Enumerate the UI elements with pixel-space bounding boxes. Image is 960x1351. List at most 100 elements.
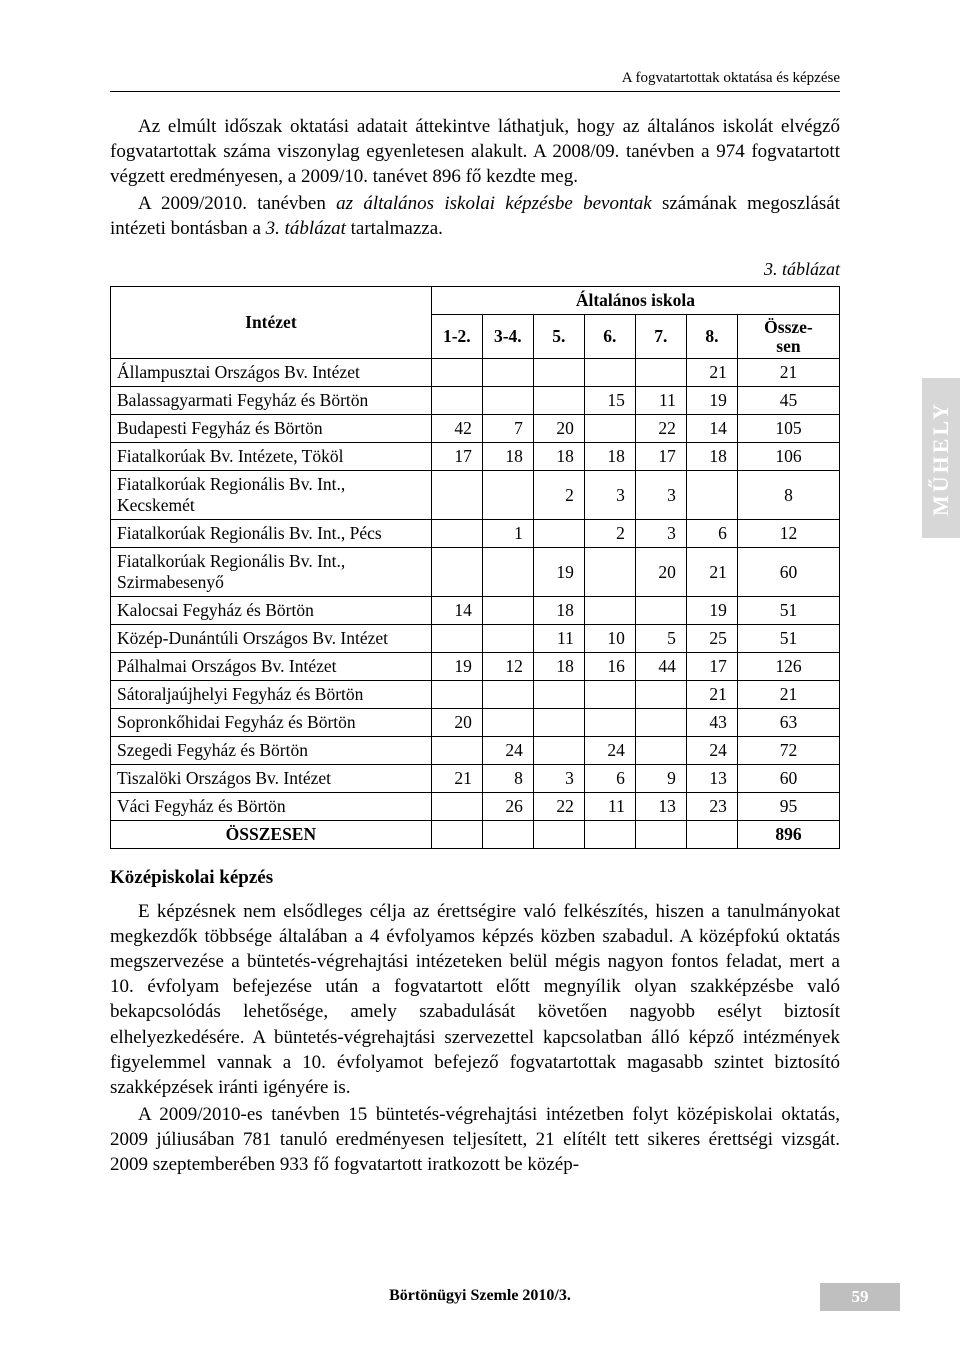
cell-value xyxy=(431,387,482,415)
th-col: 7. xyxy=(635,315,686,359)
cell-name: Kalocsai Fegyház és Börtön xyxy=(111,597,432,625)
table-row: Sátoraljaújhelyi Fegyház és Börtön2121 xyxy=(111,681,840,709)
cell-value: 18 xyxy=(686,443,737,471)
cell-value xyxy=(635,737,686,765)
cell-value xyxy=(584,597,635,625)
cell-value: 11 xyxy=(533,625,584,653)
paragraph-1a: Az elmúlt időszak oktatási adatait áttek… xyxy=(110,114,840,189)
cell-value: 21 xyxy=(686,359,737,387)
cell-value: 2 xyxy=(533,471,584,520)
paragraph-2a: E képzésnek nem elsődleges célja az éret… xyxy=(110,899,840,1100)
cell-value xyxy=(482,359,533,387)
p1b-tail: tartalmazza. xyxy=(346,218,443,239)
paragraph-1b: A 2009/2010. tanévben az általános iskol… xyxy=(110,191,840,241)
cell-empty xyxy=(533,821,584,849)
cell-value: 14 xyxy=(431,597,482,625)
cell-value: 72 xyxy=(737,737,839,765)
cell-value xyxy=(533,520,584,548)
cell-value xyxy=(482,597,533,625)
cell-empty xyxy=(584,821,635,849)
page-content: A fogvatartottak oktatása és képzése Az … xyxy=(110,70,840,1179)
table-row: Budapesti Fegyház és Börtön427202214105 xyxy=(111,415,840,443)
cell-value xyxy=(431,737,482,765)
data-table: IntézetÁltalános iskola1-2.3-4.5.6.7.8.Ö… xyxy=(110,286,840,849)
cell-value: 14 xyxy=(686,415,737,443)
cell-name: Szegedi Fegyház és Börtön xyxy=(111,737,432,765)
cell-name: Budapesti Fegyház és Börtön xyxy=(111,415,432,443)
cell-name: Sopronkőhidai Fegyház és Börtön xyxy=(111,709,432,737)
cell-value xyxy=(431,681,482,709)
cell-name: Fiatalkorúak Bv. Intézete, Tököl xyxy=(111,443,432,471)
cell-total-value: 896 xyxy=(737,821,839,849)
cell-value xyxy=(533,737,584,765)
cell-value xyxy=(431,359,482,387)
cell-value: 25 xyxy=(686,625,737,653)
cell-value: 51 xyxy=(737,625,839,653)
p1b-ital: az általános iskolai képzésbe bevontak xyxy=(336,193,652,214)
th-col: 3-4. xyxy=(482,315,533,359)
table-row: Kalocsai Fegyház és Börtön14181951 xyxy=(111,597,840,625)
table-row: Tiszalöki Országos Bv. Intézet2183691360 xyxy=(111,765,840,793)
cell-value: 24 xyxy=(686,737,737,765)
cell-value: 42 xyxy=(431,415,482,443)
cell-value: 13 xyxy=(635,793,686,821)
cell-value: 21 xyxy=(737,359,839,387)
page-footer: Börtönügyi Szemle 2010/3. 59 xyxy=(0,1283,960,1313)
cell-value: 22 xyxy=(635,415,686,443)
cell-value: 20 xyxy=(533,415,584,443)
paragraph-2b: A 2009/2010-es tanévben 15 büntetés-végr… xyxy=(110,1102,840,1177)
table-row: Szegedi Fegyház és Börtön24242472 xyxy=(111,737,840,765)
cell-value: 106 xyxy=(737,443,839,471)
cell-value: 17 xyxy=(635,443,686,471)
cell-value xyxy=(635,681,686,709)
cell-value: 20 xyxy=(431,709,482,737)
cell-empty xyxy=(431,821,482,849)
cell-value xyxy=(482,548,533,597)
cell-value: 9 xyxy=(635,765,686,793)
cell-value xyxy=(533,709,584,737)
cell-value xyxy=(482,681,533,709)
cell-name: Váci Fegyház és Börtön xyxy=(111,793,432,821)
cell-value: 1 xyxy=(482,520,533,548)
cell-value: 5 xyxy=(635,625,686,653)
cell-value: 17 xyxy=(686,653,737,681)
cell-value: 6 xyxy=(584,765,635,793)
cell-value xyxy=(635,597,686,625)
cell-value xyxy=(635,709,686,737)
p1b-lead: A 2009/2010. tanévben xyxy=(138,193,336,214)
cell-value: 12 xyxy=(482,653,533,681)
th-col: 8. xyxy=(686,315,737,359)
cell-value: 21 xyxy=(737,681,839,709)
running-head: A fogvatartottak oktatása és képzése xyxy=(110,70,840,92)
side-tab: MŰHELY xyxy=(922,378,960,538)
cell-value: 23 xyxy=(686,793,737,821)
side-tab-label: MŰHELY xyxy=(928,401,954,516)
cell-value: 20 xyxy=(635,548,686,597)
cell-value: 8 xyxy=(482,765,533,793)
cell-value: 18 xyxy=(533,653,584,681)
cell-value: 15 xyxy=(584,387,635,415)
cell-value xyxy=(431,520,482,548)
cell-value: 2 xyxy=(584,520,635,548)
cell-value: 21 xyxy=(686,548,737,597)
table-row: Balassagyarmati Fegyház és Börtön1511194… xyxy=(111,387,840,415)
cell-value: 60 xyxy=(737,765,839,793)
cell-value: 22 xyxy=(533,793,584,821)
table-row-total: ÖSSZESEN896 xyxy=(111,821,840,849)
cell-value: 19 xyxy=(431,653,482,681)
footer-page-number: 59 xyxy=(820,1283,900,1311)
cell-name: Fiatalkorúak Regionális Bv. Int., Szirma… xyxy=(111,548,432,597)
cell-value: 21 xyxy=(686,681,737,709)
table-row: Fiatalkorúak Regionális Bv. Int., Pécs12… xyxy=(111,520,840,548)
cell-value: 19 xyxy=(686,597,737,625)
cell-value: 13 xyxy=(686,765,737,793)
cell-value: 105 xyxy=(737,415,839,443)
cell-name: Fiatalkorúak Regionális Bv. Int., Pécs xyxy=(111,520,432,548)
cell-empty xyxy=(686,821,737,849)
cell-value: 126 xyxy=(737,653,839,681)
cell-value xyxy=(584,415,635,443)
th-col: Össze-sen xyxy=(737,315,839,359)
cell-value xyxy=(635,359,686,387)
cell-value: 12 xyxy=(737,520,839,548)
cell-value: 26 xyxy=(482,793,533,821)
